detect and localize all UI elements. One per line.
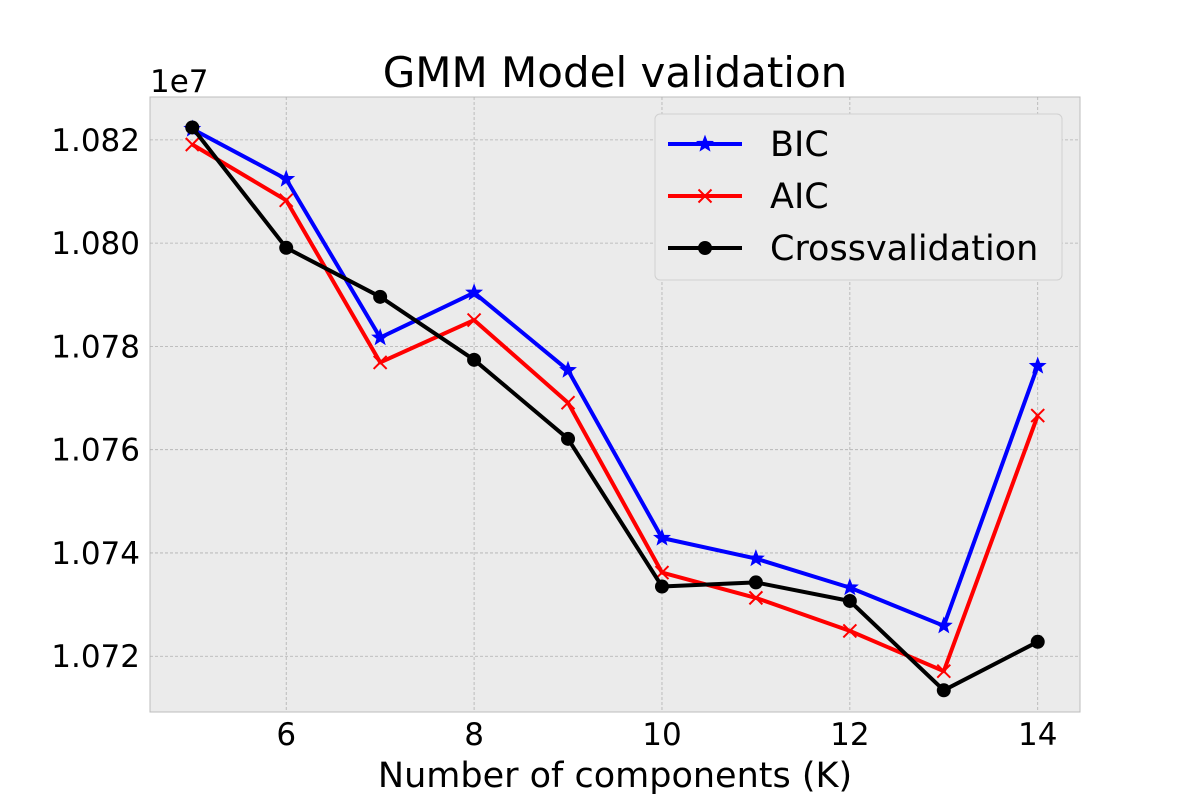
legend-item-aic: AIC <box>668 177 829 217</box>
y-tick-label: 1.076 <box>51 433 140 469</box>
crossvalidation-point <box>373 289 388 304</box>
bic-line <box>191 127 1040 628</box>
legend-item-crossvalidation: Crossvalidation <box>668 229 1038 269</box>
aic-point <box>372 355 388 370</box>
bic-point <box>1028 356 1047 374</box>
series-aic <box>185 137 1045 679</box>
aic-point <box>560 395 576 410</box>
aic-point <box>936 663 951 679</box>
legend-label-crossvalidation: Crossvalidation <box>770 229 1038 269</box>
x-tick-label: 8 <box>464 717 484 753</box>
y-offset-label: 1e7 <box>150 64 209 100</box>
y-tick-label: 1.072 <box>51 639 140 675</box>
aic-line <box>191 142 1040 674</box>
crossvalidation-line <box>190 126 1039 693</box>
y-tick-label: 1.080 <box>51 226 140 262</box>
crossvalidation-point <box>842 593 857 608</box>
bic-point <box>746 549 765 567</box>
y-axis-ticks: 1.072 1.074 1.076 1.078 1.080 1.082 <box>51 123 140 675</box>
bic-point <box>559 360 577 378</box>
aic-point <box>1030 408 1045 423</box>
x-tick-label: 10 <box>642 717 681 753</box>
legend-box <box>654 113 1063 281</box>
x-tick-label: 12 <box>830 717 869 753</box>
bic-point <box>371 328 390 346</box>
aic-point <box>748 590 764 606</box>
y-tick-label: 1.082 <box>51 123 140 159</box>
bic-point <box>653 528 671 546</box>
bic-point <box>465 283 484 301</box>
crossvalidation-point <box>1030 634 1045 649</box>
aic-point <box>185 137 200 152</box>
bic-point <box>277 169 296 187</box>
y-tick-label: 1.078 <box>51 329 140 365</box>
crossvalidation-point <box>561 431 576 446</box>
legend-label-aic: AIC <box>770 177 829 217</box>
crossvalidation-point <box>748 575 763 590</box>
aic-point <box>842 623 858 639</box>
series-group <box>183 119 1047 698</box>
legend-marker-crossvalidation <box>698 241 712 255</box>
y-tick-label: 1.074 <box>51 536 140 572</box>
crossvalidation-point <box>936 683 951 698</box>
aic-point <box>466 312 482 328</box>
crossvalidation-point <box>467 352 482 367</box>
x-axis-ticks: 6 8 10 12 14 <box>276 717 1057 753</box>
chart-title: GMM Model validation <box>383 48 848 97</box>
legend-items: BIC AIC Crossvalidation <box>668 125 1038 269</box>
legend: BIC AIC Crossvalidation <box>654 113 1063 281</box>
legend-marker-aic <box>697 188 713 204</box>
legend-marker-bic <box>696 134 714 152</box>
x-tick-label: 6 <box>276 717 296 753</box>
legend-label-bic: BIC <box>770 125 829 165</box>
crossvalidation-point <box>654 579 669 594</box>
crossvalidation-point <box>279 240 294 255</box>
legend-item-bic: BIC <box>668 125 829 165</box>
series-crossvalidation <box>185 120 1045 698</box>
bic-point <box>934 616 953 634</box>
x-tick-label: 14 <box>1018 717 1057 753</box>
x-axis-label: Number of components (K) <box>378 756 852 796</box>
crossvalidation-point <box>185 120 200 135</box>
aic-point <box>279 193 294 208</box>
bic-point <box>840 578 859 596</box>
